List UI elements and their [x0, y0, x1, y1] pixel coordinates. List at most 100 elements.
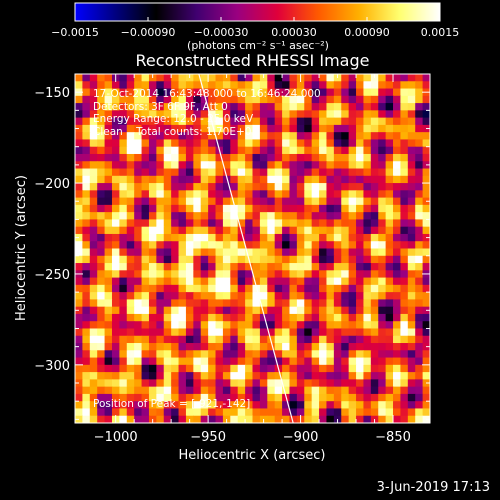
heatmap-cell [126, 168, 135, 177]
heatmap-cell [119, 393, 128, 402]
heatmap-cell [311, 226, 320, 235]
heatmap-cell [119, 328, 128, 337]
heatmap-cell [171, 183, 180, 191]
heatmap-cell [304, 277, 313, 286]
heatmap-cell [97, 393, 106, 402]
heatmap-cell [274, 277, 283, 286]
heatmap-cell [385, 241, 394, 250]
heatmap-cell [415, 386, 424, 395]
heatmap-cell [245, 161, 254, 170]
heatmap-cell [104, 103, 113, 111]
heatmap-cell [156, 190, 165, 199]
heatmap-cell [370, 183, 379, 191]
heatmap-cell [289, 219, 298, 228]
heatmap-cell [296, 153, 305, 162]
heatmap-cell [252, 255, 261, 264]
heatmap-cell [193, 95, 202, 104]
heatmap-cell [400, 270, 409, 279]
heatmap-cell [104, 372, 113, 380]
heatmap-cell [178, 321, 187, 330]
heatmap-cell [311, 95, 320, 104]
heatmap-cell [200, 190, 209, 199]
heatmap-cell [119, 321, 128, 330]
heatmap-cell [407, 379, 416, 388]
heatmap-cell [326, 226, 335, 235]
heatmap-cell [82, 175, 91, 184]
heatmap-cell [319, 364, 328, 373]
heatmap-cell [156, 350, 165, 359]
heatmap-cell [289, 328, 298, 337]
heatmap-cell [222, 379, 231, 388]
heatmap-cell [119, 175, 128, 184]
heatmap-cell [222, 204, 231, 213]
heatmap-cell [393, 219, 402, 228]
heatmap-cell [363, 204, 372, 213]
heatmap-cell [407, 124, 416, 133]
heatmap-cell [341, 74, 350, 82]
heatmap-cell [222, 277, 231, 286]
heatmap-cell [378, 183, 387, 191]
heatmap-cell [178, 357, 187, 366]
heatmap-cell [82, 197, 91, 206]
heatmap-cell [178, 88, 187, 97]
heatmap-cell [304, 175, 313, 184]
heatmap-cell [407, 161, 416, 170]
heatmap-cell [148, 139, 157, 148]
heatmap-cell [259, 277, 268, 286]
heatmap-cell [378, 343, 387, 351]
heatmap-cell [215, 212, 224, 221]
heatmap-cell [126, 212, 135, 221]
heatmap-cell [171, 88, 180, 97]
heatmap-cell [333, 110, 342, 119]
heatmap-cell [370, 401, 379, 410]
heatmap-cell [89, 117, 98, 126]
heatmap-cell [97, 372, 106, 380]
heatmap-cell [415, 103, 424, 111]
heatmap-cell [134, 212, 143, 221]
heatmap-cell [178, 161, 187, 170]
heatmap-cell [89, 124, 98, 133]
heatmap-cell [141, 88, 150, 97]
heatmap-cell [215, 190, 224, 199]
heatmap-cell [289, 393, 298, 402]
heatmap-cell [422, 328, 430, 337]
heatmap-cell [171, 364, 180, 373]
heatmap-cell [267, 175, 276, 184]
heatmap-cell [370, 146, 379, 155]
heatmap-cell [296, 219, 305, 228]
heatmap-cell [282, 270, 291, 279]
heatmap-cell [282, 386, 291, 395]
heatmap-cell [163, 226, 172, 235]
heatmap-cell [75, 313, 83, 322]
heatmap-cell [193, 277, 202, 286]
heatmap-cell [289, 117, 298, 126]
heatmap-cell [252, 103, 261, 111]
heatmap-cell [171, 277, 180, 286]
heatmap-cell [75, 168, 83, 177]
heatmap-cell [215, 241, 224, 250]
heatmap-cell [326, 372, 335, 380]
heatmap-cell [134, 153, 143, 162]
heatmap-cell [111, 117, 120, 126]
heatmap-cell [222, 183, 231, 191]
heatmap-cell [75, 277, 83, 286]
heatmap-cell [319, 95, 328, 104]
heatmap-cell [407, 241, 416, 250]
heatmap-cell [415, 95, 424, 104]
heatmap-cell [126, 161, 135, 170]
heatmap-cell [141, 81, 150, 90]
heatmap-cell [230, 183, 239, 191]
heatmap-cell [208, 270, 217, 279]
heatmap-cell [97, 197, 106, 206]
heatmap-cell [193, 386, 202, 395]
heatmap-cell [259, 124, 268, 133]
heatmap-cell [282, 110, 291, 119]
heatmap-cell [378, 132, 387, 141]
heatmap-cell [415, 241, 424, 250]
heatmap-cell [370, 263, 379, 271]
heatmap-cell [89, 139, 98, 148]
heatmap-cell [230, 248, 239, 257]
heatmap-cell [178, 132, 187, 141]
heatmap-cell [222, 124, 231, 133]
heatmap-cell [363, 379, 372, 388]
